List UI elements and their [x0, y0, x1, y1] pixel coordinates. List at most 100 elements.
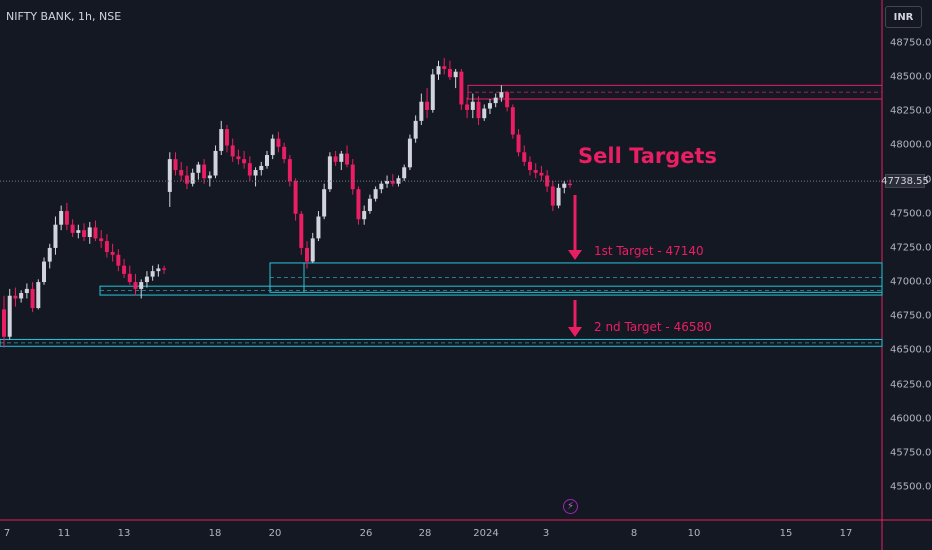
candle-body	[30, 288, 35, 309]
candle-body	[42, 261, 47, 283]
candle-body	[179, 170, 184, 176]
candle-body	[19, 293, 24, 299]
currency-button[interactable]: INR	[885, 6, 922, 28]
candle-body	[122, 265, 127, 274]
candle-body	[367, 198, 372, 212]
zones-layer	[0, 84, 883, 347]
price-tick-label: 45750.00	[890, 447, 932, 459]
time-tick-label: 3	[542, 528, 550, 539]
candle-body	[242, 159, 247, 164]
candle-body	[293, 180, 298, 214]
candle-body	[430, 74, 435, 110]
candle-body	[53, 224, 58, 248]
price-tick-label: 48500.00	[890, 71, 932, 83]
sell-targets-title: Sell Targets	[578, 144, 718, 168]
candle-body	[390, 180, 395, 184]
candle-body	[482, 108, 487, 119]
candle-body	[70, 224, 75, 233]
price-tick-label: 46250.00	[890, 379, 932, 391]
candle-body	[550, 186, 555, 206]
price-tick-label: 46750.00	[890, 310, 932, 322]
candle-body	[379, 183, 384, 190]
candle-body	[76, 230, 81, 233]
candle-body	[442, 66, 447, 69]
candle-body	[270, 138, 275, 156]
candle-body	[516, 134, 521, 153]
candle-body	[150, 271, 155, 277]
candle-body	[253, 170, 258, 176]
time-tick-label: 13	[117, 528, 131, 539]
candle-body	[499, 92, 504, 98]
candle-body	[2, 309, 6, 337]
candle-body	[133, 282, 138, 289]
last-price-tag: 47738.55	[881, 174, 929, 189]
target-1-label: 1st Target - 47140	[594, 244, 704, 258]
candle-body	[568, 183, 572, 186]
time-tick-label: 26	[359, 528, 373, 539]
candle-body	[230, 145, 235, 157]
candle-body	[556, 187, 561, 206]
candle-body	[36, 282, 41, 309]
candle-body	[333, 156, 338, 162]
candle-body	[396, 178, 401, 184]
price-tick-label: 48750.00	[890, 37, 932, 49]
candle-body	[413, 120, 418, 139]
candle-body	[213, 150, 218, 176]
candle-body	[299, 213, 304, 248]
candle-body	[247, 163, 252, 176]
price-tick-label: 47500.00	[890, 208, 932, 220]
candle-body	[24, 288, 29, 294]
candle-body	[362, 211, 367, 220]
candle-body	[156, 268, 161, 272]
candle-body	[196, 164, 201, 173]
candle-body	[510, 107, 515, 135]
price-tick-label: 46500.00	[890, 344, 932, 356]
candle-body	[545, 175, 550, 187]
candle-body	[276, 138, 281, 147]
candle-body	[305, 247, 310, 262]
candles-layer	[2, 58, 572, 348]
candle-body	[110, 252, 115, 255]
candle-body	[13, 295, 18, 299]
candle-body	[87, 227, 92, 237]
time-tick-label: 18	[208, 528, 222, 539]
candle-body	[47, 247, 52, 262]
ticker-label[interactable]: NIFTY BANK, 1h, NSE	[6, 10, 122, 23]
candle-body	[202, 164, 207, 179]
candle-body	[264, 155, 269, 166]
target-2-label: 2 nd Target - 46580	[594, 320, 712, 334]
candle-body	[465, 104, 470, 110]
candle-body	[7, 295, 12, 337]
candle-body	[470, 101, 475, 110]
candle-body	[327, 156, 332, 190]
candle-body	[316, 216, 321, 239]
candle-body	[505, 92, 510, 108]
candle-body	[287, 159, 292, 181]
candle-body	[385, 180, 390, 184]
candle-body	[356, 189, 361, 220]
price-tick-label: 47250.00	[890, 242, 932, 254]
time-tick-label: 11	[57, 528, 71, 539]
candle-body	[339, 153, 344, 162]
candle-body	[487, 103, 492, 109]
candle-body	[453, 71, 458, 78]
price-tick-label: 47000.00	[890, 276, 932, 288]
candle-body	[459, 71, 464, 105]
candle-body	[310, 238, 315, 262]
candle-body	[127, 273, 132, 283]
candle-body	[345, 153, 350, 165]
candle-body	[493, 97, 498, 104]
candle-body	[64, 211, 69, 225]
time-tick-label: 10	[687, 528, 701, 539]
candle-body	[522, 152, 527, 162]
candle-body	[527, 161, 532, 171]
candle-body	[373, 189, 378, 199]
price-tick-label: 48000.00	[890, 139, 932, 151]
candle-body	[539, 172, 544, 176]
candle-body	[82, 230, 87, 237]
lightning-icon[interactable]: ⚡	[563, 499, 578, 514]
candle-body	[447, 68, 452, 78]
support-zone	[99, 285, 883, 296]
